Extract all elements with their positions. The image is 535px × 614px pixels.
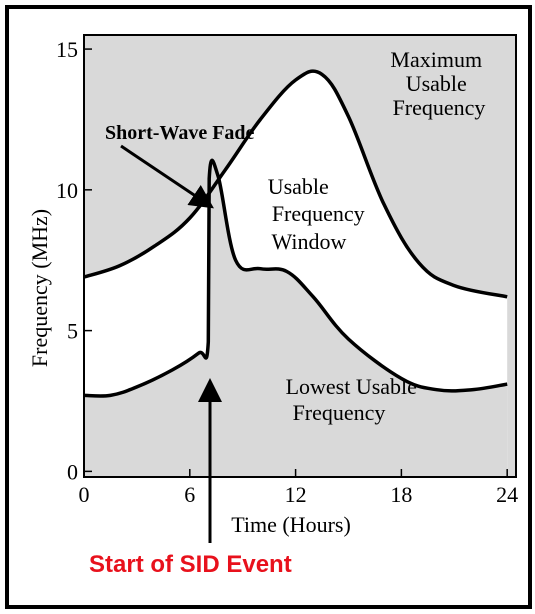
x-tick-label: 6	[184, 482, 195, 507]
mask-label-line: Frequency	[393, 95, 486, 120]
luf-label-line: Lowest Usable	[286, 374, 417, 399]
y-axis-label: Frequency (MHz)	[27, 209, 52, 367]
y-tick-label: 5	[67, 319, 78, 344]
mask-label-line: Maximum	[390, 47, 482, 72]
x-tick-label: 18	[390, 482, 412, 507]
y-tick-label: 10	[56, 178, 78, 203]
x-axis-label: Time (Hours)	[231, 512, 351, 537]
short-wave-fade-label: Short-Wave Fade	[105, 122, 255, 144]
x-tick-label: 24	[496, 482, 518, 507]
window-label-line: Window	[272, 229, 347, 254]
series-line-muf	[83, 69, 508, 299]
window-label-line: Frequency	[272, 201, 365, 226]
sid-event-label: Start of SID Event	[89, 551, 292, 578]
plot-area: 0 6 12 18 24 0 5 10 15	[56, 34, 518, 507]
short-wave-fade-arrow	[120, 144, 214, 209]
luf-area	[84, 160, 508, 477]
chart-frame: 0 6 12 18 24 0 5 10 15 Time (Hours) Frequency (M…	[5, 5, 532, 609]
y-tick-label: 0	[67, 459, 78, 484]
window-label-line: Usable	[268, 174, 329, 199]
x-tick-label: 12	[285, 482, 307, 507]
chart-svg: 0 6 12 18 24 0 5 10 15 Time (Hours) Frequency (M…	[27, 34, 518, 578]
x-tick-label: 0	[79, 482, 90, 507]
plot-frame	[83, 34, 517, 478]
mask-label-line: Usable	[406, 71, 467, 96]
mask-label: Maximum Usable Frequency	[390, 47, 487, 120]
series-line-luf	[83, 158, 508, 398]
luf-label-line: Frequency	[293, 400, 386, 425]
window-label: Usable Frequency Window	[268, 174, 370, 254]
luf-label: Lowest Usable Frequency	[286, 374, 423, 425]
y-tick-label: 15	[56, 37, 78, 62]
